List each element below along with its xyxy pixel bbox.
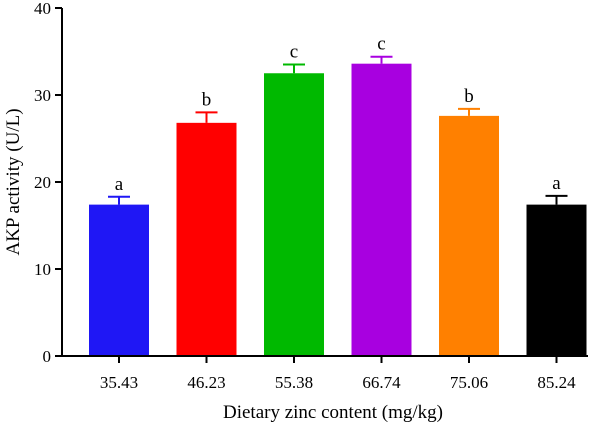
y-axis-label: AKP activity (U/L) — [3, 108, 24, 255]
x-tick-label: 55.38 — [275, 373, 313, 392]
x-axis-label: Dietary zinc content (mg/kg) — [223, 402, 443, 423]
significance-letters-group: a b c c b a — [115, 34, 562, 195]
y-tick-label: 20 — [34, 173, 51, 192]
bar — [89, 204, 149, 356]
x-tick-label: 75.06 — [450, 373, 488, 392]
y-tick-label: 40 — [34, 0, 51, 18]
y-tick-label: 10 — [34, 260, 51, 279]
significance-letter: c — [290, 42, 298, 63]
x-ticks-group: 35.43 46.23 55.38 66.74 75.06 85.24 — [100, 356, 576, 392]
significance-letter: b — [202, 89, 212, 110]
bar — [439, 115, 499, 356]
bar — [526, 204, 587, 356]
bar — [351, 63, 412, 357]
significance-letter: c — [377, 34, 385, 55]
y-tick-label: 0 — [43, 347, 52, 366]
significance-letter: b — [464, 86, 474, 107]
x-tick-label: 66.74 — [362, 373, 401, 392]
significance-letter: a — [552, 173, 561, 194]
y-tick-label: 30 — [34, 86, 51, 105]
x-tick-label: 35.43 — [100, 373, 138, 392]
x-tick-label: 46.23 — [187, 373, 225, 392]
bars-group — [89, 63, 587, 357]
y-ticks-group: 0 10 20 30 40 — [34, 0, 62, 366]
x-tick-label: 85.24 — [537, 373, 576, 392]
bar — [176, 122, 237, 356]
error-bars-group — [108, 55, 568, 205]
bar — [264, 73, 324, 356]
significance-letter: a — [115, 174, 124, 195]
